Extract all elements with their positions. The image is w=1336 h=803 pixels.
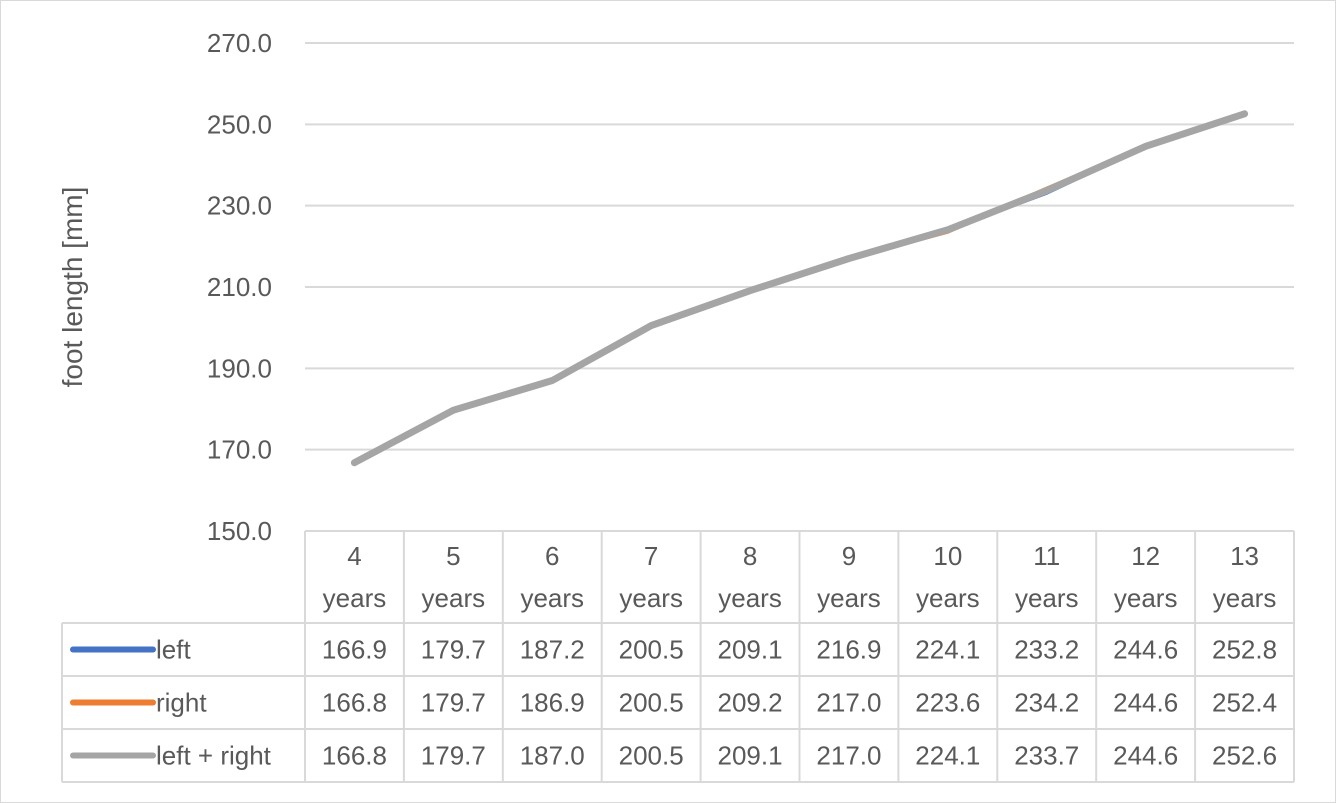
table-cell-value: 187.0: [520, 741, 585, 771]
table-cell-value: 217.0: [816, 688, 881, 718]
category-label-unit: years: [1015, 583, 1079, 613]
table-cell-value: 217.0: [816, 741, 881, 771]
table-cell-value: 223.6: [915, 688, 980, 718]
legend-label: left + right: [156, 741, 272, 771]
y-tick-label: 190.0: [207, 353, 272, 383]
table-cell-value: 209.2: [718, 688, 783, 718]
category-label-unit: years: [1114, 583, 1178, 613]
table-cell-value: 216.9: [816, 635, 881, 665]
legend-label: left: [156, 635, 191, 665]
y-tick-label: 230.0: [207, 191, 272, 221]
table-cell-value: 179.7: [421, 741, 486, 771]
y-tick-label: 270.0: [207, 28, 272, 58]
category-label-unit: years: [323, 583, 387, 613]
table-cell-value: 179.7: [421, 688, 486, 718]
y-tick-label: 170.0: [207, 435, 272, 465]
category-label-unit: years: [1213, 583, 1277, 613]
legend-label: right: [156, 688, 207, 718]
table-cell-value: 233.2: [1014, 635, 1079, 665]
table-cell-value: 252.8: [1212, 635, 1277, 665]
table-cell-value: 244.6: [1113, 635, 1178, 665]
table-cell-value: 252.4: [1212, 688, 1277, 718]
y-tick-label: 250.0: [207, 109, 272, 139]
category-label: 6: [545, 541, 559, 571]
category-label-unit: years: [619, 583, 683, 613]
table-cell-value: 166.9: [322, 635, 387, 665]
gridlines: [305, 42, 1294, 451]
category-label-unit: years: [817, 583, 881, 613]
category-label: 8: [743, 541, 757, 571]
table-cell-value: 200.5: [619, 688, 684, 718]
table-cell-value: 166.8: [322, 688, 387, 718]
table-cell-value: 244.6: [1113, 741, 1178, 771]
category-label: 7: [644, 541, 658, 571]
category-label-unit: years: [916, 583, 980, 613]
series-line: [352, 112, 1247, 465]
y-tick-label: 150.0: [207, 516, 272, 546]
series-line: [350, 110, 1249, 467]
category-label: 12: [1131, 541, 1160, 571]
category-label-unit: years: [718, 583, 782, 613]
table-cell-value: 209.1: [718, 635, 783, 665]
table-cell-value: 166.8: [322, 741, 387, 771]
category-label: 11: [1033, 541, 1060, 571]
table-cell-value: 252.6: [1212, 741, 1277, 771]
category-label: 4: [347, 541, 361, 571]
y-axis-ticks: 150.0 170.0 190.0 210.0 230.0 250.0 270.0: [207, 28, 272, 546]
category-label-unit: years: [422, 583, 486, 613]
category-label: 13: [1230, 541, 1259, 571]
y-tick-label: 210.0: [207, 272, 272, 302]
category-label: 10: [933, 541, 962, 571]
category-label: 5: [446, 541, 460, 571]
category-label-unit: years: [520, 583, 584, 613]
table-cell-value: 233.7: [1014, 741, 1079, 771]
table-cell-value: 200.5: [619, 635, 684, 665]
table-cell-value: 186.9: [520, 688, 585, 718]
table-cell-value: 200.5: [619, 741, 684, 771]
y-axis-label: foot length [mm]: [57, 187, 88, 388]
table-cell-value: 224.1: [915, 635, 980, 665]
table-cell-value: 187.2: [520, 635, 585, 665]
table-cell-value: 234.2: [1014, 688, 1079, 718]
series-lines: [350, 110, 1249, 467]
table-cell-value: 179.7: [421, 635, 486, 665]
table-cell-value: 224.1: [915, 741, 980, 771]
table-cell-value: 244.6: [1113, 688, 1178, 718]
data-table: 4 years 5 years 6 years 7 years 8 years 9 years 10 ye…: [61, 530, 1295, 783]
category-label: 9: [842, 541, 856, 571]
table-cell-value: 209.1: [718, 741, 783, 771]
